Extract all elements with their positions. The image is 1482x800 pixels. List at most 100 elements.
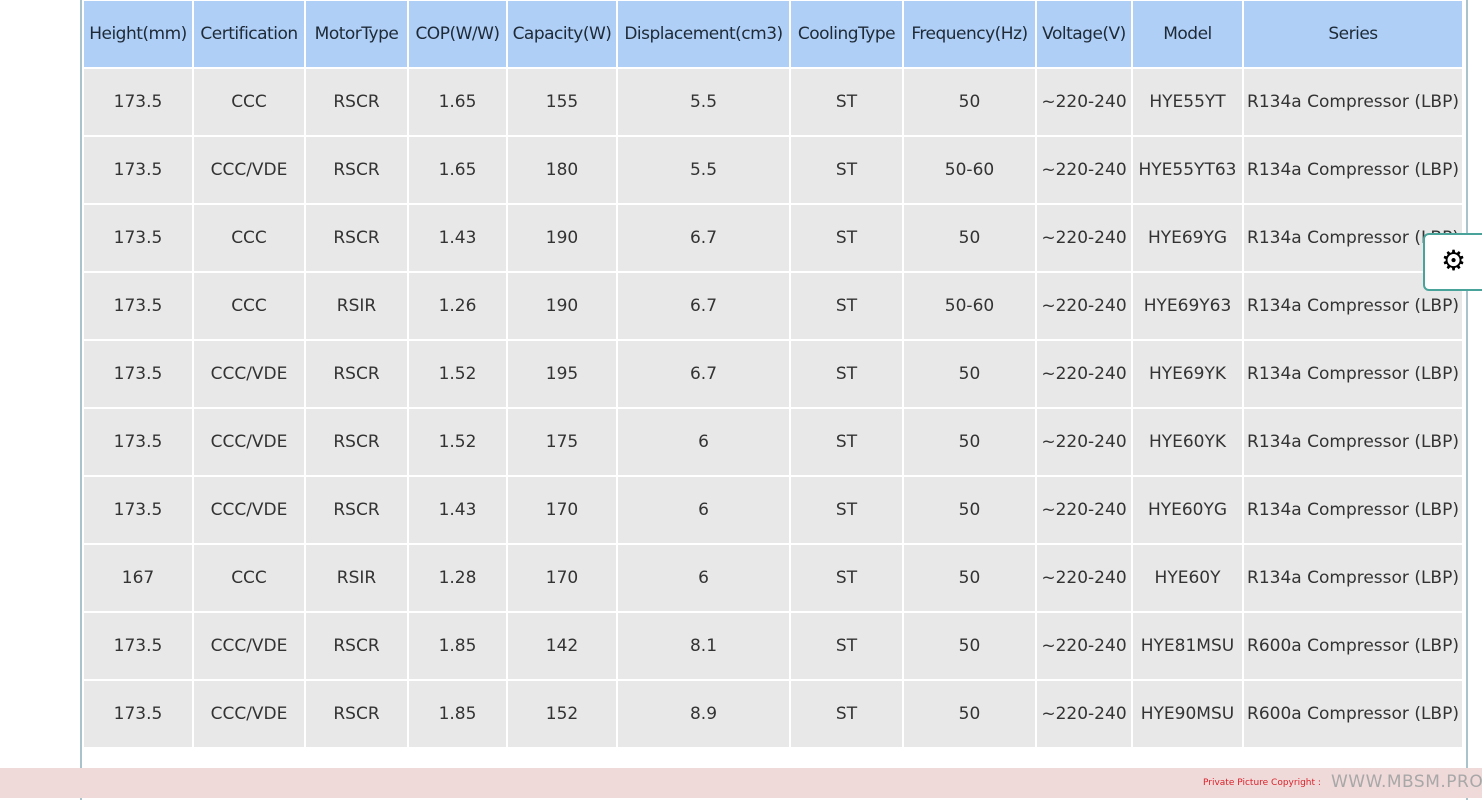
table-cell: CCC [192,67,306,137]
table-row: 173.5 CCC/VDE RSCR 1.52 195 6.7 ST 50 ~220-240 HY… [82,339,1464,409]
table-cell: 167 [82,543,194,613]
column-header: MotorType [304,0,409,69]
table-cell: 173.5 [82,67,194,137]
table-cell: 50 [902,475,1037,545]
table-cell: RSCR [304,339,409,409]
table-cell: RSCR [304,679,409,749]
table-cell: 6.7 [616,203,791,273]
table-cell: 173.5 [82,203,194,273]
column-header: Height(mm) [82,0,194,69]
table-cell: RSCR [304,475,409,545]
table-cell: 1.43 [407,475,508,545]
table-cell: R134a Compressor (LBP) [1242,67,1464,137]
table-cell: ST [789,679,904,749]
table-cell: 1.85 [407,611,508,681]
column-header: Model [1131,0,1244,69]
table-cell: CCC [192,271,306,341]
table-cell: R134a Compressor (LBP) [1242,543,1464,613]
table-cell: 190 [506,271,618,341]
table-cell: ST [789,339,904,409]
settings-button[interactable]: ⚙ [1423,233,1482,291]
table-cell: 8.9 [616,679,791,749]
table-cell: HYE81MSU [1131,611,1244,681]
table-cell: ST [789,203,904,273]
table-cell: CCC/VDE [192,475,306,545]
table-cell: ST [789,407,904,477]
table-cell: ~220-240 [1035,203,1133,273]
table-cell: 50 [902,543,1037,613]
table-cell: HYE69YK [1131,339,1244,409]
table-cell: CCC/VDE [192,611,306,681]
table-row: 173.5 CCC/VDE RSCR 1.43 170 6 ST 50 ~220-240 HYE6… [82,475,1464,545]
table-cell: RSCR [304,407,409,477]
table-cell: ST [789,611,904,681]
table-cell: 175 [506,407,618,477]
table-cell: CCC [192,203,306,273]
table-cell: 50 [902,611,1037,681]
table-cell: CCC/VDE [192,407,306,477]
table-cell: 190 [506,203,618,273]
table-cell: HYE60YG [1131,475,1244,545]
table-cell: 1.65 [407,67,508,137]
table-cell: 155 [506,67,618,137]
table-cell: HYE90MSU [1131,679,1244,749]
table-cell: 1.43 [407,203,508,273]
column-header: Series [1242,0,1464,69]
table-cell: 173.5 [82,475,194,545]
copyright-label: Private Picture Copyright : [1203,778,1321,788]
table-cell: ST [789,67,904,137]
table-cell: R600a Compressor (LBP) [1242,611,1464,681]
table-cell: 1.65 [407,135,508,205]
table-row: 173.5 CCC RSIR 1.26 190 6.7 ST 50-60 ~220-240 HYE… [82,271,1464,341]
table-cell: 5.5 [616,67,791,137]
column-header: Voltage(V) [1035,0,1133,69]
table-cell: ST [789,475,904,545]
table-header-row: Height(mm) Certification MotorType COP(W/W)… [82,0,1464,69]
table-cell: ~220-240 [1035,679,1133,749]
table-cell: 50 [902,67,1037,137]
table-cell: HYE60Y [1131,543,1244,613]
table-cell: HYE69YG [1131,203,1244,273]
footer-watermark-bar: Private Picture Copyright : WWW.MBSM.PRO [0,768,1482,798]
table-cell: 50 [902,203,1037,273]
table-cell: 173.5 [82,271,194,341]
table-cell: R134a Compressor (LBP) [1242,339,1464,409]
table-cell: CCC/VDE [192,679,306,749]
table-cell: 50 [902,679,1037,749]
table-row: 173.5 CCC/VDE RSCR 1.85 142 8.1 ST 50 ~220-240 HY… [82,611,1464,681]
table-cell: R134a Compressor (LBP) [1242,407,1464,477]
table-cell: 6.7 [616,271,791,341]
column-header: Frequency(Hz) [902,0,1037,69]
table-cell: ~220-240 [1035,67,1133,137]
table-cell: RSIR [304,271,409,341]
table-cell: HYE69Y63 [1131,271,1244,341]
table-cell: 195 [506,339,618,409]
compressor-spec-table: Height(mm) Certification MotorType COP(W/W)… [82,0,1464,749]
table-cell: 170 [506,475,618,545]
table-cell: ~220-240 [1035,475,1133,545]
table-cell: ~220-240 [1035,339,1133,409]
table-cell: CCC/VDE [192,339,306,409]
table-cell: RSIR [304,543,409,613]
column-header: COP(W/W) [407,0,508,69]
table-cell: 1.52 [407,407,508,477]
table-cell: R600a Compressor (LBP) [1242,679,1464,749]
table-cell: R134a Compressor (LBP) [1242,475,1464,545]
table-cell: 1.52 [407,339,508,409]
table-cell: 180 [506,135,618,205]
table-cell: 1.85 [407,679,508,749]
table-cell: 6 [616,407,791,477]
table-cell: ~220-240 [1035,407,1133,477]
table-cell: 6.7 [616,339,791,409]
table-cell: 6 [616,475,791,545]
table-cell: 50 [902,339,1037,409]
site-watermark: WWW.MBSM.PRO [1331,772,1482,792]
table-row: 173.5 CCC/VDE RSCR 1.52 175 6 ST 50 ~220-240 HYE6… [82,407,1464,477]
gear-icon: ⚙ [1441,244,1467,277]
table-cell: ~220-240 [1035,543,1133,613]
table-cell: 5.5 [616,135,791,205]
table-cell: HYE60YK [1131,407,1244,477]
table-cell: HYE55YT [1131,67,1244,137]
table-cell: ~220-240 [1035,611,1133,681]
table-row: 167 CCC RSIR 1.28 170 6 ST 50 ~220-240 HYE60Y R134… [82,543,1464,613]
